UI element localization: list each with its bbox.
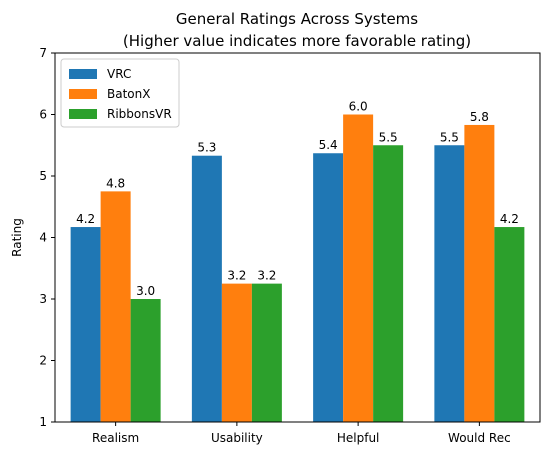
y-axis-label: Rating (10, 218, 24, 257)
bar-ribbonsvr-helpful (373, 145, 404, 422)
data-label-batonx-realism: 4.8 (106, 176, 125, 190)
chart-title: General Ratings Across Systems (Higher v… (123, 10, 471, 50)
bar-ribbonsvr-realism (130, 299, 161, 422)
legend-swatch-batonx (69, 89, 97, 99)
data-label-ribbonsvr-would-rec: 4.2 (500, 212, 519, 226)
x-tick-label: Usability (211, 431, 263, 445)
y-tick-label: 1 (39, 415, 47, 429)
bar-batonx-realism (100, 191, 131, 422)
legend-swatch-ribbonsvr (69, 109, 97, 119)
data-label-vrc-usability: 5.3 (197, 141, 216, 155)
data-label-vrc-realism: 4.2 (76, 212, 95, 226)
y-tick-label: 3 (39, 292, 47, 306)
chart-title-line-2: (Higher value indicates more favorable r… (123, 32, 471, 50)
x-tick-label: Realism (92, 431, 139, 445)
bar-vrc-usability (191, 155, 222, 422)
bar-ribbonsvr-usability (251, 283, 282, 422)
y-tick-label: 6 (39, 108, 47, 122)
x-tick-label: Would Rec (448, 431, 511, 445)
legend-label-ribbonsvr: RibbonsVR (107, 107, 172, 121)
legend-label-vrc: VRC (107, 67, 131, 81)
y-tick-label: 5 (39, 169, 47, 183)
legend: VRC BatonX RibbonsVR (60, 58, 180, 128)
bar-batonx-usability (221, 283, 252, 422)
bar-vrc-helpful (313, 153, 344, 422)
bar-batonx-helpful (343, 114, 374, 422)
bars-layer (70, 114, 525, 422)
chart-title-line-1: General Ratings Across Systems (176, 10, 418, 28)
data-label-ribbonsvr-realism: 3.0 (136, 284, 155, 298)
data-label-vrc-helpful: 5.4 (319, 138, 338, 152)
bar-vrc-would-rec (434, 145, 465, 422)
axes-layer: Realism Usability Helpful Would Rec 1 2 3 4 5 6 7 (39, 46, 541, 445)
bar-vrc-realism (70, 227, 101, 422)
data-label-batonx-would-rec: 5.8 (470, 110, 489, 124)
data-label-ribbonsvr-helpful: 5.5 (379, 130, 398, 144)
y-tick-label: 4 (39, 231, 47, 245)
bar-batonx-would-rec (464, 124, 495, 422)
plot-frame (54, 52, 541, 423)
data-label-ribbonsvr-usability: 3.2 (257, 269, 276, 283)
data-labels-layer: 4.2 4.8 3.0 5.3 3.2 3.2 5.4 6.0 5.5 5.5 5.8 4.2 (76, 100, 519, 299)
data-label-batonx-helpful: 6.0 (349, 100, 368, 114)
bar-ribbonsvr-would-rec (494, 227, 525, 422)
data-label-vrc-would-rec: 5.5 (440, 130, 459, 144)
data-label-batonx-usability: 3.2 (227, 269, 246, 283)
y-tick-label: 7 (39, 46, 47, 60)
y-tick-label: 2 (39, 354, 47, 368)
legend-label-batonx: BatonX (107, 87, 150, 101)
legend-swatch-vrc (69, 69, 97, 79)
x-tick-label: Helpful (337, 431, 380, 445)
